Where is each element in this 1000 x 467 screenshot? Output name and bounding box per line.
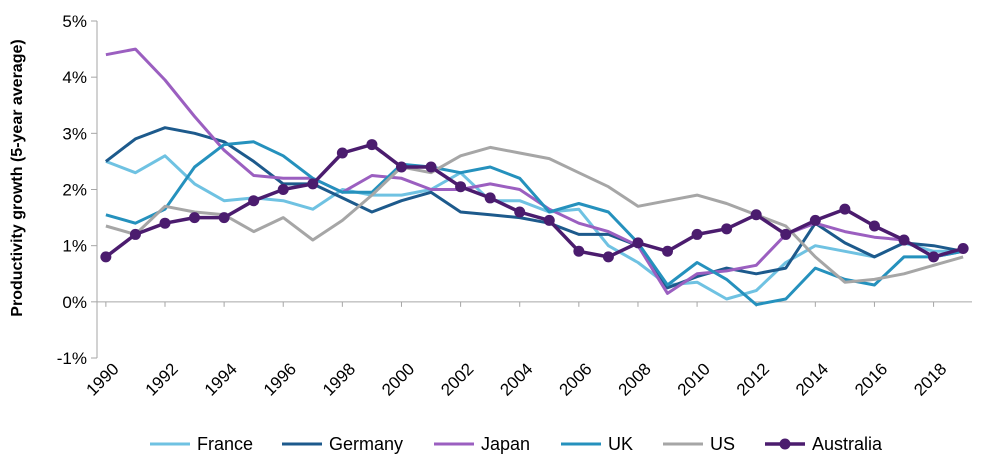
- data-point-australia: [425, 161, 437, 173]
- series-line-uk: [105, 140, 964, 307]
- data-point-australia: [602, 251, 614, 263]
- series-lines: [100, 47, 969, 307]
- x-tick-label: 2004: [496, 359, 536, 399]
- x-tick-label: 2008: [615, 359, 655, 399]
- series-line-us: [105, 145, 964, 284]
- data-point-australia: [189, 212, 201, 224]
- data-point-australia: [543, 214, 555, 226]
- data-point-australia: [277, 184, 289, 195]
- data-point-australia: [928, 251, 940, 263]
- y-tick-label: 0%: [62, 293, 87, 312]
- x-tick-label: 2014: [792, 359, 832, 399]
- data-point-australia: [750, 209, 762, 221]
- axes: [91, 20, 972, 359]
- x-tick-label: 1994: [201, 359, 241, 399]
- data-point-australia: [573, 245, 585, 257]
- x-tick-label: 2002: [437, 359, 477, 399]
- data-point-australia: [957, 242, 969, 254]
- legend-item-us: US: [663, 434, 735, 454]
- data-point-australia: [898, 234, 910, 246]
- data-point-australia: [809, 214, 821, 226]
- y-tick-label: 4%: [62, 68, 87, 87]
- x-tick-label: 1992: [142, 359, 182, 399]
- data-point-australia: [336, 147, 348, 159]
- data-point-australia: [691, 228, 703, 240]
- legend-label: Australia: [812, 434, 883, 454]
- data-point-australia: [395, 161, 407, 173]
- data-point-australia: [721, 223, 733, 235]
- legend-marker: [779, 438, 791, 450]
- x-tick-label: 2012: [733, 359, 773, 399]
- legend-item-australia: Australia: [765, 434, 883, 454]
- x-tick-label: 2000: [378, 359, 418, 399]
- legend-item-uk: UK: [561, 434, 633, 454]
- y-axis-label: Productivity growth (5-year average): [9, 39, 26, 316]
- legend-item-germany: Germany: [282, 434, 403, 454]
- data-point-australia: [868, 220, 880, 232]
- data-point-australia: [218, 212, 230, 224]
- data-point-australia: [100, 251, 112, 263]
- data-point-australia: [248, 195, 260, 207]
- data-point-australia: [632, 237, 644, 249]
- x-tick-label: 2010: [674, 359, 714, 399]
- y-tick-label: 3%: [62, 124, 87, 143]
- data-point-australia: [514, 206, 526, 218]
- legend-item-japan: Japan: [434, 434, 530, 454]
- data-point-australia: [484, 192, 496, 204]
- data-point-australia: [839, 203, 851, 215]
- legend: France Germany Japan UK US Australia: [150, 434, 883, 454]
- y-tick-label: 1%: [62, 237, 87, 256]
- x-tick-label: 1998: [319, 359, 359, 399]
- series-line-germany: [104, 126, 964, 290]
- x-tick-label: 1996: [260, 359, 300, 399]
- legend-label: France: [197, 434, 253, 454]
- data-point-australia: [780, 228, 792, 240]
- data-point-australia: [662, 245, 674, 257]
- series-line-japan: [105, 47, 964, 295]
- legend-label: US: [710, 434, 735, 454]
- data-point-australia: [159, 217, 171, 229]
- x-tick-label: 2018: [910, 359, 950, 399]
- y-tick-label: 5%: [62, 12, 87, 31]
- legend-label: Japan: [481, 434, 530, 454]
- x-tick-labels: 1990 1992 1994 1996 1998 2000 2002 2004 2006 2008…: [83, 359, 951, 399]
- y-tick-label: -1%: [57, 349, 87, 368]
- x-tick-label: 1990: [83, 359, 123, 399]
- data-point-australia: [455, 181, 467, 193]
- x-tick-label: 2016: [851, 359, 891, 399]
- data-point-australia: [129, 228, 141, 240]
- y-tick-label: 2%: [62, 181, 87, 200]
- legend-label: UK: [608, 434, 633, 454]
- data-point-australia: [366, 139, 378, 151]
- data-point-australia: [307, 178, 319, 190]
- y-tick-labels: -1% 0% 1% 2% 3% 4% 5%: [57, 12, 87, 368]
- legend-label: Germany: [329, 434, 403, 454]
- legend-item-france: France: [150, 434, 253, 454]
- x-tick-label: 2006: [555, 359, 595, 399]
